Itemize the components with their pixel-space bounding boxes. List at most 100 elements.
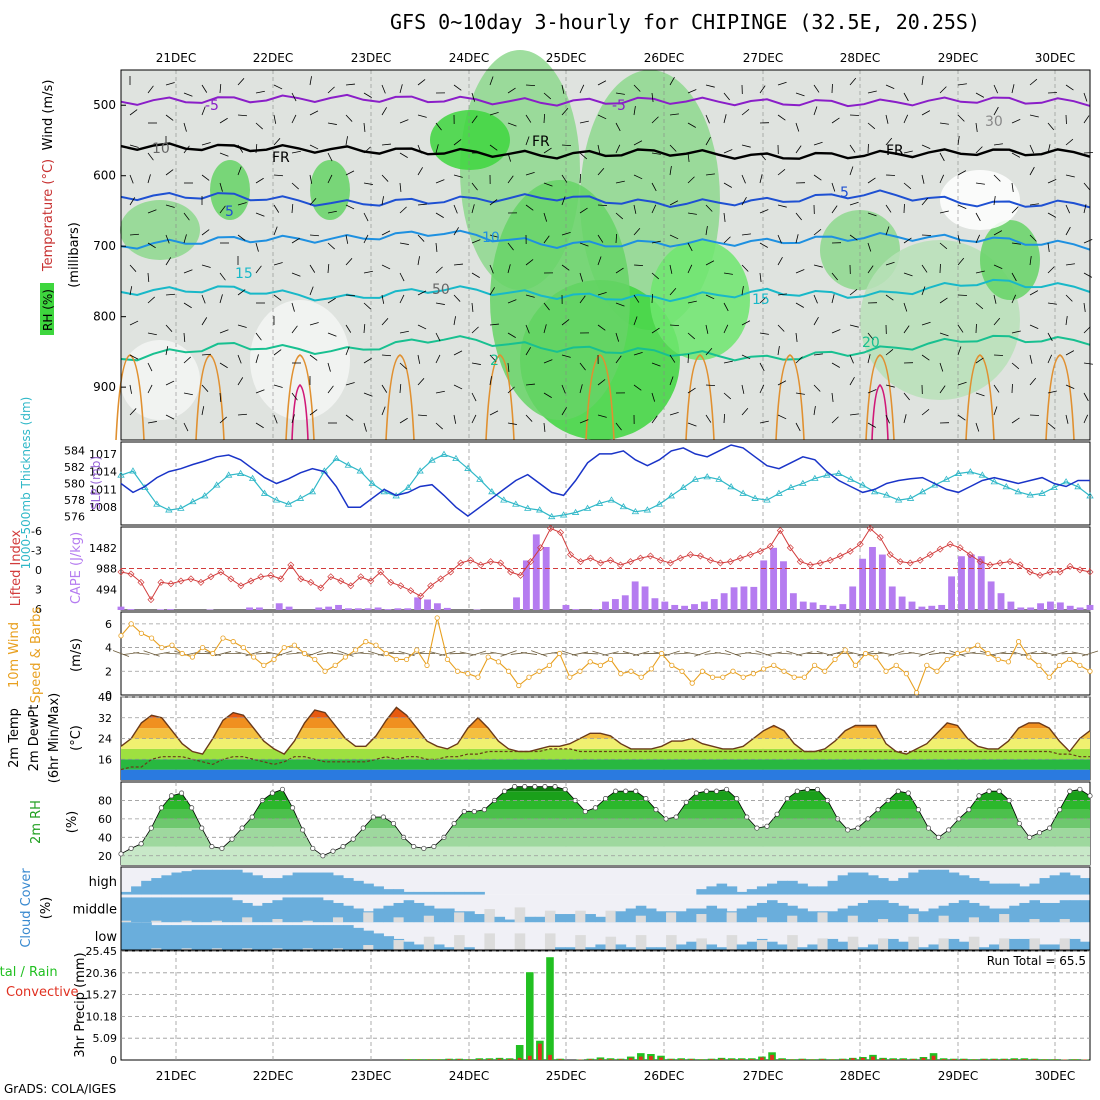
lifted-index-point xyxy=(786,544,794,552)
wind-barb xyxy=(687,176,695,184)
precip-convective-bar xyxy=(729,1059,734,1060)
cloud-cell xyxy=(837,908,849,923)
lifted-index-point xyxy=(327,573,335,581)
lifted-index-point xyxy=(547,524,555,532)
cape-bar xyxy=(671,604,679,610)
cloud-cell xyxy=(272,900,283,923)
cloud-cell xyxy=(343,925,354,950)
wind-barb xyxy=(597,414,607,418)
wind-barb xyxy=(759,152,766,161)
lifted-index-point xyxy=(1076,566,1084,574)
cloud-cell xyxy=(645,947,657,950)
wind-barb xyxy=(273,294,282,301)
lifted-index-point xyxy=(926,551,934,559)
cloud-low-cell xyxy=(121,920,132,923)
wind-barb xyxy=(957,257,965,266)
precip-convective-bar xyxy=(770,1054,774,1060)
wind-barb xyxy=(489,234,499,238)
cloud-cell xyxy=(706,905,718,923)
wind-barb xyxy=(561,84,565,94)
cape-bar xyxy=(621,595,629,610)
cloud-cell xyxy=(433,908,445,923)
wind-barb xyxy=(633,140,643,146)
precip-tick-label: 15.27 xyxy=(86,989,118,1002)
wind-barb xyxy=(579,384,583,394)
wind-barb xyxy=(399,206,407,214)
contour-label: 50 xyxy=(432,282,450,298)
wind-barb xyxy=(561,196,566,206)
slp-tick-label: 1014 xyxy=(89,466,117,479)
precip-convective-bar xyxy=(669,1059,674,1060)
wind-barb xyxy=(309,174,313,184)
lifted-index-point xyxy=(1026,568,1034,576)
thickness-point xyxy=(966,468,975,475)
wind-speed-point xyxy=(454,668,461,674)
wind-barb xyxy=(885,384,895,388)
wind-barb xyxy=(1029,290,1039,296)
rh-point xyxy=(794,788,800,794)
lifted-index-point xyxy=(497,559,505,567)
lifted-index-point xyxy=(567,551,575,559)
wind-barb xyxy=(993,196,996,206)
cape-bar xyxy=(562,604,570,610)
wind-barb xyxy=(399,383,402,394)
wind-barb xyxy=(759,332,769,335)
cloud-cell xyxy=(736,908,748,923)
wind-barb xyxy=(633,204,637,214)
wind-barb xyxy=(237,234,246,241)
cape-bar xyxy=(315,607,323,610)
precip-convective-bar xyxy=(477,1059,482,1060)
cloud-cell xyxy=(756,886,768,895)
lifted-index-point xyxy=(257,573,265,581)
wind-barb xyxy=(471,239,481,244)
wind-speed-point xyxy=(291,642,297,648)
wind-barb xyxy=(885,226,890,236)
lifted-index-point xyxy=(846,547,854,555)
cloud-low-cell xyxy=(484,933,495,950)
cloud-cell xyxy=(151,897,162,923)
rh-point xyxy=(724,786,730,792)
precip-convective-bar xyxy=(881,1058,885,1060)
wind-barb xyxy=(291,302,295,312)
wind-barb xyxy=(921,174,925,184)
wind-speed-point xyxy=(822,668,828,674)
rh-point xyxy=(875,807,881,813)
wind-barb xyxy=(759,362,765,372)
cloud-cell xyxy=(807,886,818,895)
cloud-cell xyxy=(191,925,203,950)
wind-speed-point xyxy=(312,656,318,663)
wind-barb xyxy=(831,182,836,192)
wind-barb xyxy=(903,302,908,312)
thickness-point xyxy=(1062,478,1070,485)
wind-barb xyxy=(1047,332,1053,342)
rh-point xyxy=(128,845,134,851)
wind-barb xyxy=(1083,392,1089,402)
lifted-index-point xyxy=(826,556,834,564)
precip-convective-bar xyxy=(871,1056,875,1060)
wind-barb xyxy=(903,325,910,334)
wind-barb xyxy=(345,294,356,297)
lifted-index-point xyxy=(357,573,365,581)
rh-color-band xyxy=(121,809,1090,819)
wind-barb xyxy=(579,152,588,160)
wind-barb xyxy=(129,174,134,184)
cross-section-frame xyxy=(120,69,1091,441)
rh-point xyxy=(633,788,639,794)
wind-barb xyxy=(345,114,353,122)
precip-convective-bar xyxy=(618,1059,623,1060)
wind-barb xyxy=(849,354,854,364)
wind-speed-point xyxy=(638,674,644,680)
cape-bar xyxy=(651,598,659,610)
wind-barb xyxy=(939,362,944,372)
wind-barb xyxy=(885,114,889,124)
lifted-index-point xyxy=(417,592,425,600)
lifted-index-point xyxy=(956,544,964,552)
precip-convective-bar xyxy=(1022,1059,1027,1060)
cloud-cell xyxy=(343,878,354,895)
rh-point xyxy=(209,844,215,850)
cloud-cell xyxy=(353,880,364,895)
wind-barb xyxy=(669,411,679,416)
cloud-cell xyxy=(777,902,788,923)
wind-speed-point xyxy=(393,656,399,663)
wind-barb xyxy=(363,146,371,154)
